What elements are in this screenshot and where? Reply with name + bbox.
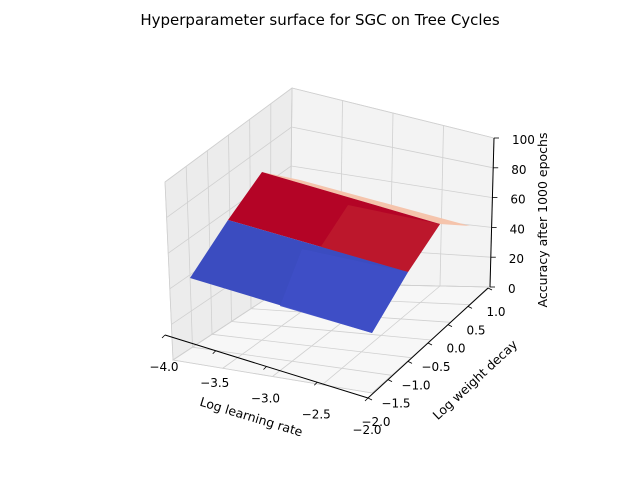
y-gridline-left <box>206 150 213 335</box>
y-tick-mark <box>367 397 373 401</box>
x-ticks: −4.0 −3.5 −3.0 −2.5 −2.0 <box>149 334 382 437</box>
z-tick-label: 40 <box>510 222 525 236</box>
z-tick-label: 0 <box>508 282 516 296</box>
x-tick-mark <box>212 350 217 355</box>
y-tick-label: −1.5 <box>381 397 410 411</box>
y-tick-label: −0.5 <box>421 360 450 374</box>
y-tick-label: 1.0 <box>486 305 505 319</box>
y-tick-mark <box>487 287 493 291</box>
x-tick-mark <box>313 381 318 386</box>
z-gridline-back <box>291 165 493 198</box>
y-tick-label: −2.0 <box>361 415 390 429</box>
z-axis-line <box>489 137 495 288</box>
y-tick-mark <box>447 324 453 328</box>
y-tick-mark <box>387 379 393 383</box>
z-gridline-back <box>291 126 494 169</box>
z-tick-label: 80 <box>511 163 526 177</box>
y-gridline-left <box>185 166 193 348</box>
z-tick-label: 20 <box>509 252 524 266</box>
z-axis-label: Accuracy after 1000 epochs <box>535 133 550 308</box>
y-tick-mark <box>407 360 413 364</box>
y-tick-mark <box>427 342 433 346</box>
x-tick-label: −2.0 <box>352 423 381 437</box>
surface-low-region-right <box>280 249 408 333</box>
surface <box>190 172 470 333</box>
x-tick-label: −3.0 <box>251 392 280 406</box>
y-gridline-left <box>164 181 174 361</box>
y-gridline-floor <box>211 333 412 359</box>
chart-title: Hyperparameter surface for SGC on Tree C… <box>140 11 499 29</box>
z-gridline-back <box>291 87 495 139</box>
y-tick-mark <box>467 305 473 309</box>
y-gridline-floor <box>172 359 373 394</box>
x-gridline-back <box>439 125 444 287</box>
y-tick-label: 0.5 <box>466 323 485 337</box>
z-ticks: 0 20 40 60 80 100 <box>490 133 535 296</box>
y-tick-label: 0.0 <box>446 342 465 356</box>
y-tick-label: −1.0 <box>401 378 430 392</box>
z-gridline-left <box>164 87 293 183</box>
x-tick-mark <box>263 366 267 370</box>
z-gridline-left <box>166 126 292 218</box>
y-gridline-floor <box>231 321 432 341</box>
y-gridline-floor <box>192 346 392 376</box>
x-tick-label: −2.5 <box>302 407 331 421</box>
x-tick-mark <box>161 334 166 339</box>
x-tick-mark <box>364 397 369 402</box>
y-ticks: −2.0 −1.5 −1.0 −0.5 0.00.51.0 <box>361 287 506 429</box>
y-axis-label: Log weight decay <box>430 336 521 422</box>
surface-edge-orange <box>262 172 470 226</box>
z-tick-label: 60 <box>510 193 525 207</box>
x-tick-label: −4.0 <box>149 360 178 374</box>
z-tick-label: 100 <box>512 133 535 147</box>
x-tick-label: −3.5 <box>200 376 229 390</box>
